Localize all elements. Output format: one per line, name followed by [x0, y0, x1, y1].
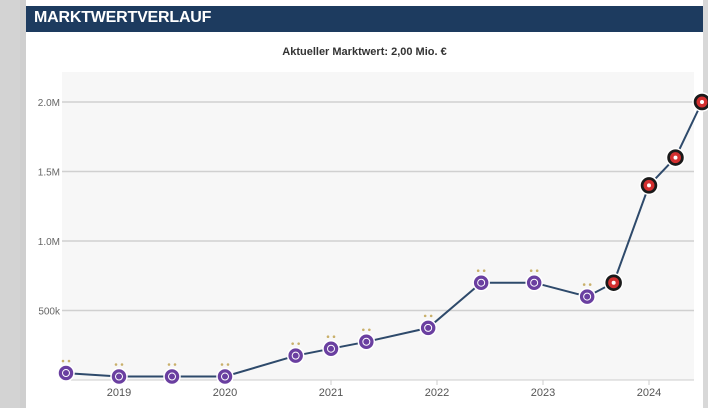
data-points	[57, 92, 708, 386]
chart-subtitle: Aktueller Marktwert: 2,00 Mio. €	[282, 46, 447, 58]
x-tick-label: 2019	[107, 387, 131, 399]
x-tick-label: 2024	[637, 387, 661, 399]
data-point-marker[interactable]	[216, 363, 234, 386]
data-point-marker[interactable]	[419, 314, 437, 337]
x-tick-label: 2021	[319, 387, 343, 399]
data-point-marker[interactable]	[163, 363, 181, 386]
section-header: MARKTWERTVERLAUF	[26, 6, 703, 32]
data-point-marker[interactable]	[357, 328, 376, 351]
x-tick-label: 2022	[425, 387, 449, 399]
x-axis-ticks: 2019 2020 2021 2022 2023 2024	[107, 380, 661, 399]
left-gutter	[0, 0, 20, 408]
data-point-marker[interactable]	[286, 342, 305, 365]
data-point-marker[interactable]	[692, 92, 708, 112]
data-point-marker[interactable]	[322, 335, 340, 358]
y-tick-label: 500k	[38, 307, 61, 318]
data-point-marker[interactable]	[578, 283, 596, 306]
x-tick-label: 2020	[213, 387, 237, 399]
data-point-marker[interactable]	[603, 272, 624, 293]
x-tick-label: 2023	[531, 387, 555, 399]
data-point-marker[interactable]	[472, 269, 490, 292]
plot-area	[62, 72, 694, 380]
data-point-marker[interactable]	[110, 363, 128, 386]
right-scrollbar-track[interactable]	[703, 0, 708, 408]
y-tick-label: 1.5M	[38, 168, 60, 179]
y-axis-ticks: 500k 1.0M 1.5M 2.0M	[38, 98, 61, 318]
section-title: MARKTWERTVERLAUF	[34, 9, 212, 26]
grid-lines	[62, 101, 694, 381]
data-point-marker[interactable]	[57, 359, 75, 382]
data-point-marker[interactable]	[639, 175, 659, 196]
data-point-marker[interactable]	[525, 269, 543, 292]
y-tick-label: 2.0M	[38, 98, 60, 109]
data-point-marker[interactable]	[665, 147, 686, 168]
y-tick-label: 1.0M	[38, 237, 60, 248]
